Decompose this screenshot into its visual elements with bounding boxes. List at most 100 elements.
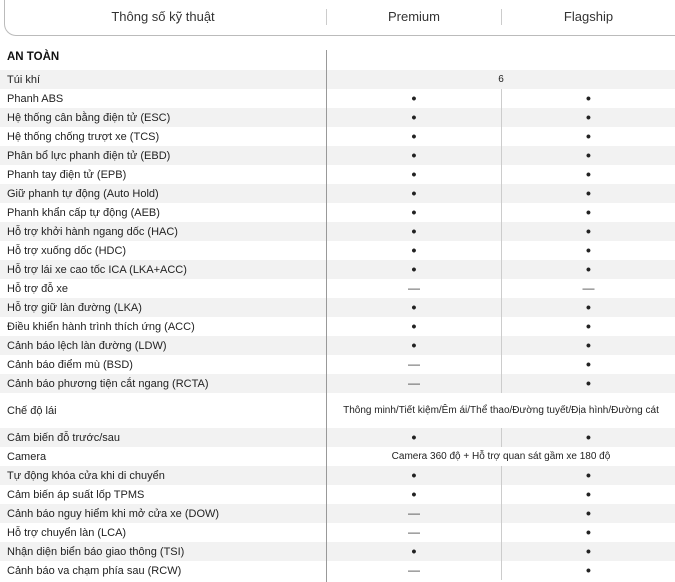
table-row: Cảnh báo điểm mù (BSD) — •	[0, 355, 675, 374]
table-row: Cảnh báo lệch làn đường (LDW) • •	[0, 336, 675, 355]
row-label: Cảnh báo va chạm phía sau (RCW)	[7, 564, 182, 577]
flagship-included-icon: •	[586, 356, 591, 372]
table-row: Hệ thống cân bằng điện tử (ESC) • •	[0, 108, 675, 127]
premium-included-icon: •	[411, 128, 417, 144]
flagship-included-icon: •	[586, 505, 591, 521]
flagship-included-icon: •	[586, 128, 591, 144]
flagship-included-icon: •	[586, 90, 591, 106]
value-line: Thể thao/Đường tuyết/Địa hình/Đường cát	[470, 405, 659, 416]
table-row: Camera Camera 360 độ + Hỗ trợ quan sát gầ…	[0, 447, 675, 466]
table-row: Phân bổ lực phanh điện tử (EBD) • •	[0, 146, 675, 165]
flagship-included-icon: •	[586, 166, 591, 182]
flagship-included-icon: •	[586, 185, 591, 201]
row-value-shared: 6	[498, 74, 504, 85]
premium-included-icon: •	[411, 486, 417, 502]
header-premium: Premium	[387, 9, 440, 24]
row-label: Nhận diện biển báo giao thông (TSI)	[7, 545, 185, 558]
table-row: Hỗ trợ giữ làn đường (LKA) • •	[0, 298, 675, 317]
column-divider	[326, 50, 327, 582]
column-divider	[501, 428, 502, 447]
table-row: Giữ phanh tự động (Auto Hold) • •	[0, 184, 675, 203]
table-row: Nhận diện biển báo giao thông (TSI) • •	[0, 542, 675, 561]
row-label: Hỗ trợ khởi hành ngang dốc (HAC)	[7, 225, 178, 238]
column-divider	[501, 260, 502, 279]
flagship-included-icon: •	[586, 562, 591, 578]
column-divider	[501, 336, 502, 355]
column-divider	[501, 127, 502, 146]
flagship-included-icon: •	[586, 204, 591, 220]
column-divider	[501, 374, 502, 393]
row-label: Giữ phanh tự động (Auto Hold)	[7, 187, 159, 200]
flagship-included-icon: •	[586, 524, 591, 540]
column-divider	[501, 542, 502, 561]
table-row: Cảm biến áp suất lốp TPMS • •	[0, 485, 675, 504]
table-row: Phanh ABS • •	[0, 89, 675, 108]
premium-included-icon: •	[411, 543, 417, 559]
column-divider	[501, 241, 502, 260]
row-label: Hỗ trợ xuống dốc (HDC)	[7, 244, 127, 257]
table-row: Hỗ trợ đỗ xe — —	[0, 279, 675, 298]
row-value-shared: Thông minh/Tiết kiệm/Êm ái/Thể thao/Đườn…	[327, 393, 675, 428]
premium-included-icon: •	[411, 242, 417, 258]
premium-included-icon: •	[411, 261, 417, 277]
header-flagship: Flagship	[563, 9, 614, 24]
premium-not-included-icon: —	[408, 376, 420, 390]
flagship-included-icon: •	[586, 467, 591, 483]
column-divider	[501, 146, 502, 165]
column-divider	[501, 165, 502, 184]
header-spec: Thông số kỹ thuật	[111, 9, 215, 24]
column-divider	[501, 355, 502, 374]
row-label: Cảm biến áp suất lốp TPMS	[7, 488, 145, 501]
column-divider	[501, 89, 502, 108]
table-row: Cảnh báo phương tiện cắt ngang (RCTA) — •	[0, 374, 675, 393]
table-row: Phanh tay điện tử (EPB) • •	[0, 165, 675, 184]
column-divider	[501, 466, 502, 485]
flagship-included-icon: •	[586, 242, 591, 258]
flagship-included-icon: •	[586, 299, 591, 315]
header-divider	[326, 9, 327, 25]
premium-not-included-icon: —	[408, 563, 420, 577]
table-row: Cảnh báo nguy hiểm khi mở cửa xe (DOW) — •	[0, 504, 675, 523]
column-divider	[501, 222, 502, 241]
column-divider	[501, 108, 502, 127]
premium-included-icon: •	[411, 109, 417, 125]
flagship-included-icon: •	[586, 337, 591, 353]
row-label: Chế độ lái	[7, 404, 57, 417]
row-label: Cảnh báo điểm mù (BSD)	[7, 358, 133, 371]
table-header	[4, 0, 675, 36]
row-label: Hỗ trợ đỗ xe	[7, 282, 69, 295]
table-row: Hỗ trợ khởi hành ngang dốc (HAC) • •	[0, 222, 675, 241]
column-divider	[501, 298, 502, 317]
premium-included-icon: •	[411, 223, 417, 239]
premium-not-included-icon: —	[408, 525, 420, 539]
column-divider	[501, 203, 502, 222]
flagship-included-icon: •	[586, 223, 591, 239]
column-divider	[501, 317, 502, 336]
row-label: Hỗ trợ lái xe cao tốc ICA (LKA+ACC)	[7, 263, 187, 276]
premium-not-included-icon: —	[408, 281, 420, 295]
column-divider	[501, 485, 502, 504]
row-label: Điều khiển hành trình thích ứng (ACC)	[7, 320, 195, 333]
row-label: Cảnh báo nguy hiểm khi mở cửa xe (DOW)	[7, 507, 220, 520]
premium-included-icon: •	[411, 204, 417, 220]
table-row: Hỗ trợ xuống dốc (HDC) • •	[0, 241, 675, 260]
flagship-included-icon: •	[586, 543, 591, 559]
column-divider	[501, 504, 502, 523]
column-divider	[501, 279, 502, 298]
value-line: Thông minh/Tiết kiệm/Êm ái/	[343, 405, 471, 416]
premium-included-icon: •	[411, 429, 417, 445]
row-label: Phanh ABS	[7, 92, 64, 105]
flagship-not-included-icon: —	[582, 281, 595, 295]
table-row: Chế độ lái Thông minh/Tiết kiệm/Êm ái/Thể…	[0, 393, 675, 428]
flagship-included-icon: •	[586, 429, 591, 445]
table-row: Điều khiển hành trình thích ứng (ACC) • •	[0, 317, 675, 336]
row-label: Hệ thống chống trượt xe (TCS)	[7, 130, 160, 143]
row-label: Cảnh báo phương tiện cắt ngang (RCTA)	[7, 377, 209, 390]
table-row: Tự động khóa cửa khi di chuyển • •	[0, 466, 675, 485]
row-label: Phân bổ lực phanh điện tử (EBD)	[7, 149, 171, 162]
row-label: Túi khí	[7, 73, 41, 86]
row-label: Camera	[7, 450, 47, 463]
row-label: Hỗ trợ giữ làn đường (LKA)	[7, 301, 142, 314]
premium-not-included-icon: —	[408, 357, 420, 371]
premium-included-icon: •	[411, 90, 417, 106]
